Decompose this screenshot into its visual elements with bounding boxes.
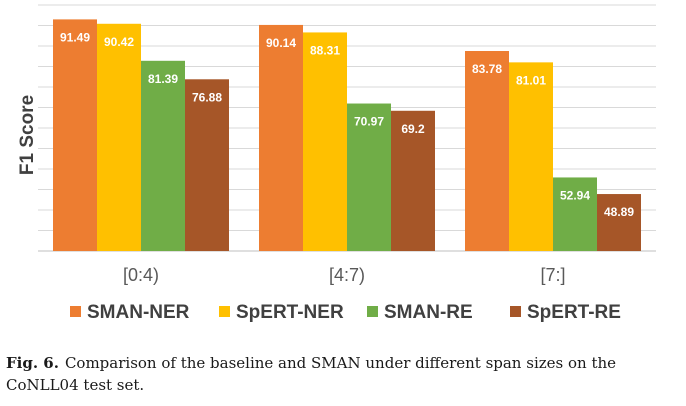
legend-label: SMAN-RE (384, 302, 473, 323)
bar-sman-ner-1 (259, 24, 303, 252)
legend-label: SpERT-NER (236, 302, 344, 323)
data-label: 90.42 (104, 35, 134, 49)
data-label: 91.49 (60, 30, 90, 44)
figure-caption: Fig. 6. Comparison of the baseline and SM… (6, 352, 678, 396)
data-label: 88.31 (310, 43, 340, 57)
bar-sman-re-1 (347, 103, 391, 251)
data-label: 69.2 (401, 122, 425, 136)
bar-sman-re-2 (553, 177, 597, 251)
legend-swatch-spert-re (510, 306, 521, 317)
legend-swatch-sman-ner (70, 306, 81, 317)
bar-spert-ner-0 (97, 23, 141, 251)
bar-sman-re-0 (141, 60, 185, 252)
category-labels: [0:4) [4:7) [7:] (123, 265, 566, 285)
legend-swatch-spert-ner (219, 306, 230, 317)
bar-spert-re-2 (597, 194, 641, 251)
legend-swatch-sman-re (367, 306, 378, 317)
bar-spert-ner-2 (509, 62, 553, 251)
y-axis-title: F1 Score (17, 95, 38, 175)
bar-spert-re-0 (185, 79, 229, 252)
legend-label: SpERT-RE (527, 302, 621, 323)
legend-label: SMAN-NER (87, 302, 190, 323)
data-label: 70.97 (354, 115, 384, 129)
figure-label: Fig. 6. (6, 354, 59, 372)
category-label: [7:] (540, 265, 565, 285)
data-label: 52.94 (560, 188, 590, 202)
category-label: [0:4) (123, 265, 159, 285)
bar-spert-ner-1 (303, 32, 347, 251)
bar-sman-ner-2 (465, 51, 509, 251)
data-label: 48.89 (604, 205, 634, 219)
category-label: [4:7) (329, 265, 365, 285)
caption-text: Comparison of the baseline and SMAN unde… (6, 354, 617, 394)
bar-spert-re-1 (391, 110, 435, 251)
bar-sman-ner-0 (53, 19, 97, 251)
data-label: 83.78 (472, 62, 502, 76)
data-labels: 91.49 90.42 81.39 76.88 90.14 88.31 70.97 69.2 8… (60, 30, 634, 219)
legend: SMAN-NER SpERT-NER SMAN-RE SpERT-RE (70, 302, 621, 323)
f1-bar-chart: 91.49 90.42 81.39 76.88 90.14 88.31 70.97 69.2 8… (17, 4, 656, 323)
data-label: 81.01 (516, 73, 546, 87)
bars (53, 19, 641, 252)
data-label: 81.39 (148, 72, 178, 86)
data-label: 90.14 (266, 36, 296, 50)
data-label: 76.88 (192, 90, 222, 104)
